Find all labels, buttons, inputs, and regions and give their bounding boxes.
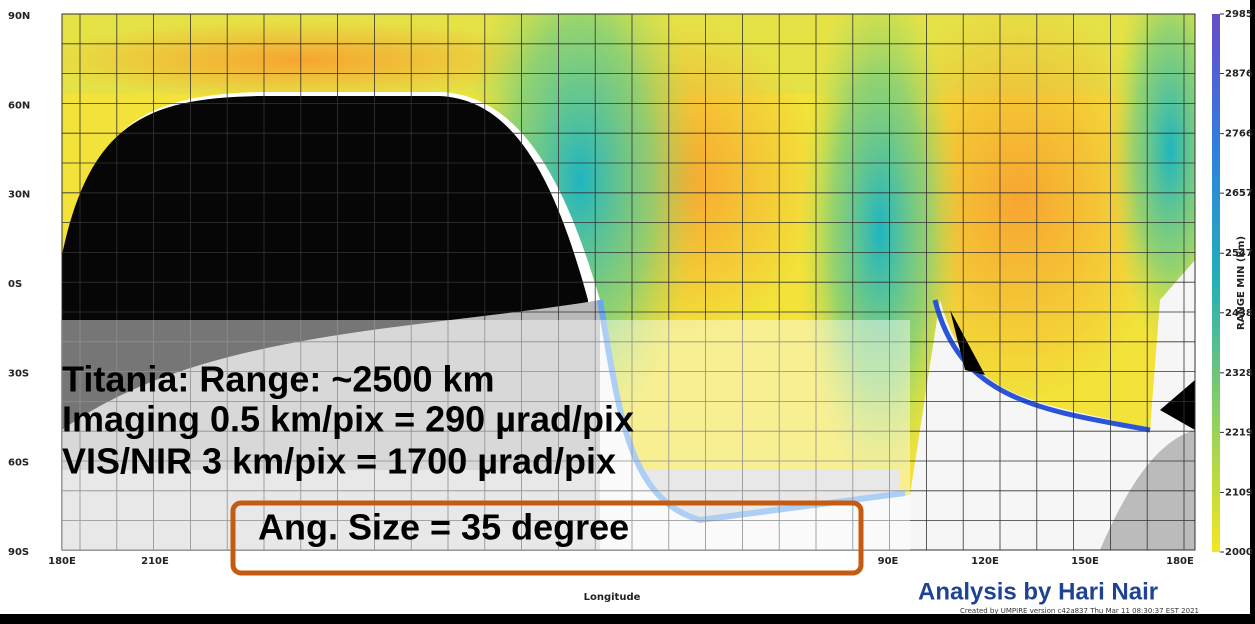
colorbar-tick-label: 2657 [1225,188,1253,199]
lat-label: 30N [8,190,30,201]
colorbar-tick-label: 2219 [1225,427,1253,438]
colorbar-tick-label: 2328 [1225,368,1253,379]
lon-label: 120E [971,556,999,567]
lon-label: 180E [48,556,76,567]
highlight-text: Ang. Size = 35 degree [258,507,629,548]
colorbar-tick-label: 2766 [1225,129,1253,140]
overlay-line: Imaging 0.5 km/pix = 290 µrad/pix [62,399,634,440]
figure: RANGE MIN (km) Titania: Range: ~2500 km … [0,0,1255,620]
lon-label: 150E [1071,556,1099,567]
colorbar [1212,14,1220,552]
footer: Analysis by Hari Nair [918,578,1158,605]
lat-label: 60S [8,458,29,469]
lon-label: 210E [141,556,169,567]
lon-label: 180E [1166,556,1194,567]
lat-label: 0S [8,279,22,290]
lat-label: 30S [8,368,29,379]
lat-label: 90N [8,11,30,22]
overlay-line: VIS/NIR 3 km/pix = 1700 µrad/pix [62,441,616,482]
colorbar-tick-label: 2000 [1225,547,1253,558]
credit: Created by UMPIRE version c42a837 Thu Ma… [960,607,1199,615]
page: {"map": { "lat_labels": ["90N", "60N", "… [0,0,1255,620]
colorbar-tick-label: 2876 [1225,69,1253,80]
colorbar-tick-label: 2547 [1225,248,1253,259]
border [0,614,1255,620]
x-axis-label: Longitude [584,592,641,603]
colorbar-tick-label: 2438 [1225,308,1253,319]
lon-label: 90E [878,556,899,567]
lat-label: 90S [8,547,29,558]
overlay-line: Titania: Range: ~2500 km [62,359,495,400]
colorbar-tick-label: 2109 [1225,487,1253,498]
colorbar-tick-label: 2985 [1225,9,1253,20]
lat-label: 60N [8,100,30,111]
